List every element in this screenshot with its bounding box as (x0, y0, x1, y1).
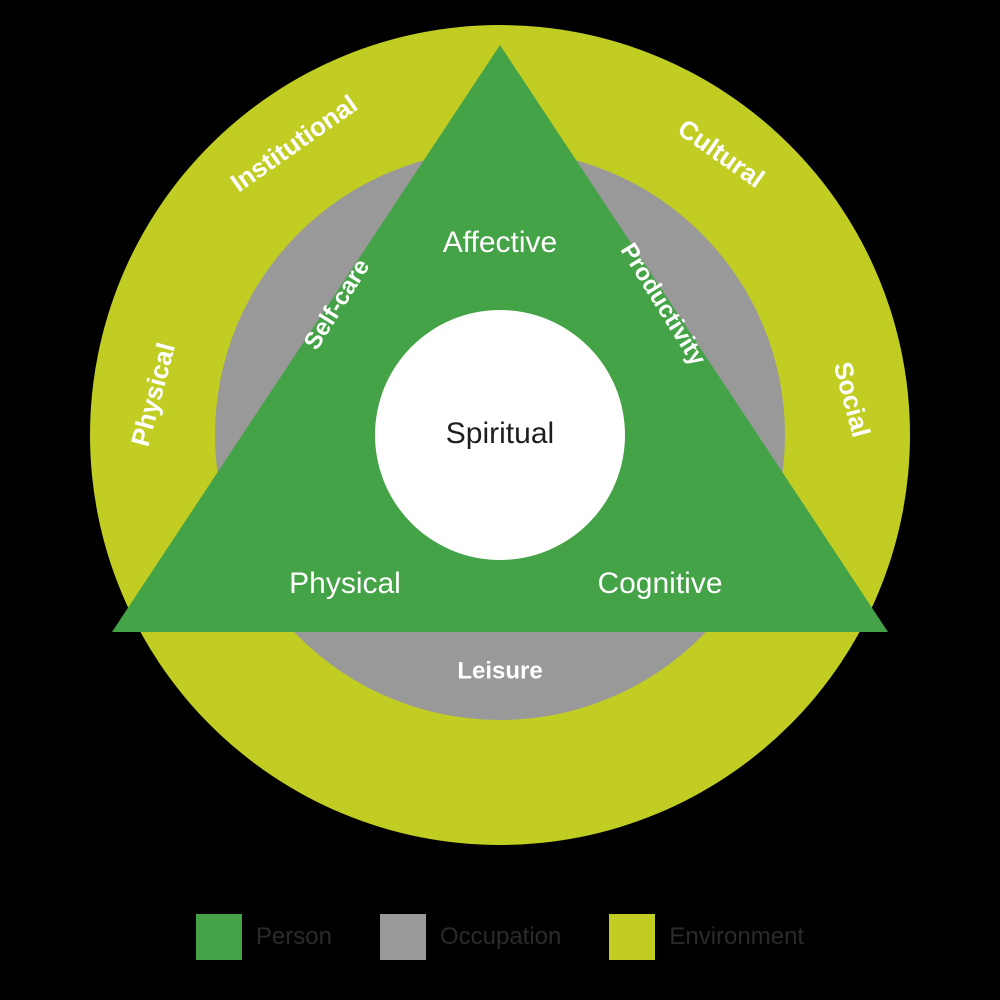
model-diagram: SpiritualAffectivePhysicalCognitiveSelf-… (0, 0, 1000, 880)
legend: Person Occupation Environment (0, 914, 1000, 960)
label-core: Spiritual (446, 417, 554, 450)
legend-item-occupation: Occupation (380, 914, 561, 960)
label-tri_left: Physical (289, 567, 401, 600)
legend-swatch (196, 914, 242, 960)
legend-label: Environment (669, 923, 804, 951)
legend-item-environment: Environment (609, 914, 804, 960)
label-tri_right: Cognitive (597, 567, 722, 600)
legend-swatch (380, 914, 426, 960)
label-tri_top: Affective (443, 226, 558, 259)
legend-swatch (609, 914, 655, 960)
legend-label: Person (256, 923, 332, 951)
legend-item-person: Person (196, 914, 332, 960)
legend-label: Occupation (440, 923, 561, 951)
label-occ_bottom: Leisure (457, 657, 542, 684)
